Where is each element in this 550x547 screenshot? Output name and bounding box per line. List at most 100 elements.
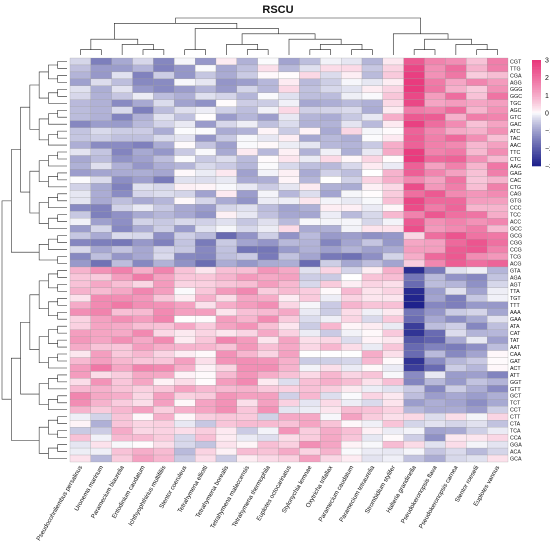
row-label: AGC bbox=[510, 108, 522, 114]
colorbar-segment bbox=[532, 150, 541, 153]
heatmap-cell bbox=[299, 78, 321, 86]
heatmap-cell bbox=[361, 447, 383, 456]
heatmap-cell bbox=[299, 336, 321, 344]
heatmap-cell bbox=[215, 162, 237, 170]
heatmap-cell bbox=[299, 371, 321, 379]
heatmap-cell bbox=[445, 440, 467, 449]
heatmap-cell bbox=[424, 238, 446, 247]
heatmap-cell bbox=[341, 357, 363, 365]
heatmap-cell bbox=[215, 232, 237, 240]
colorbar-segment bbox=[532, 81, 541, 84]
colorbar-tick-label: 1 bbox=[545, 93, 549, 100]
row-label: CCT bbox=[510, 408, 522, 414]
dendrogram-branch bbox=[48, 92, 67, 104]
heatmap-cell bbox=[403, 211, 425, 219]
heatmap-cell bbox=[445, 406, 467, 414]
heatmap-cell bbox=[257, 343, 279, 351]
row-label: AGG bbox=[510, 80, 522, 86]
heatmap-cell bbox=[174, 218, 196, 226]
heatmap-cell bbox=[132, 294, 154, 302]
heatmap-cell bbox=[278, 343, 300, 351]
heatmap-cell bbox=[424, 427, 446, 435]
heatmap-cell bbox=[236, 413, 258, 421]
heatmap-cell bbox=[278, 85, 300, 93]
colorbar-segment bbox=[532, 72, 541, 75]
heatmap-cell bbox=[466, 245, 488, 254]
colorbar-segment bbox=[532, 114, 541, 117]
heatmap-cell bbox=[153, 106, 175, 114]
heatmap-cell bbox=[132, 378, 154, 386]
heatmap-cell bbox=[257, 155, 279, 163]
heatmap-cell bbox=[195, 211, 217, 219]
heatmap-cell bbox=[445, 78, 467, 86]
heatmap-cell bbox=[361, 336, 383, 344]
heatmap-cell bbox=[382, 273, 404, 282]
heatmap-cell bbox=[90, 85, 112, 93]
heatmap-cell bbox=[174, 294, 196, 302]
heatmap-cell bbox=[111, 225, 133, 233]
heatmap-cell bbox=[299, 120, 321, 128]
heatmap-cell bbox=[487, 197, 509, 205]
heatmap-cell bbox=[278, 259, 300, 268]
heatmap-cell bbox=[487, 406, 509, 414]
heatmap-cell bbox=[487, 155, 509, 163]
heatmap-cell bbox=[195, 294, 217, 302]
heatmap-cell bbox=[299, 162, 321, 170]
dendrogram-branch bbox=[48, 64, 58, 80]
row-label: ATT bbox=[510, 373, 520, 379]
heatmap-cell bbox=[236, 113, 258, 121]
heatmap-cell bbox=[153, 190, 175, 198]
heatmap-cell bbox=[153, 78, 175, 86]
dendrogram-branch bbox=[29, 84, 40, 130]
heatmap-cell bbox=[236, 176, 258, 184]
heatmap-cell bbox=[403, 92, 425, 100]
heatmap-cell bbox=[424, 176, 446, 184]
heatmap-cell bbox=[424, 399, 446, 407]
heatmap-cell bbox=[487, 92, 509, 100]
heatmap-cell bbox=[445, 141, 467, 149]
colorbar-segment bbox=[532, 139, 541, 142]
heatmap-cell bbox=[424, 155, 446, 163]
heatmap-cell bbox=[236, 434, 258, 442]
heatmap-cell bbox=[320, 280, 342, 288]
heatmap-cell bbox=[278, 447, 300, 456]
heatmap-cell bbox=[111, 176, 133, 184]
dendrogram-branch bbox=[38, 383, 49, 405]
heatmap-cell bbox=[132, 169, 154, 177]
heatmap-cell bbox=[403, 280, 425, 288]
heatmap-cell bbox=[153, 266, 175, 275]
heatmap-cell bbox=[403, 85, 425, 93]
heatmap-cell bbox=[403, 176, 425, 184]
heatmap-cell bbox=[320, 211, 342, 219]
colorbar-segment bbox=[532, 86, 541, 89]
heatmap-cell bbox=[69, 308, 91, 316]
colorbar-segment bbox=[532, 70, 541, 73]
heatmap-cell bbox=[90, 336, 112, 344]
row-label: ACT bbox=[510, 366, 521, 372]
heatmap-cell bbox=[445, 71, 467, 80]
heatmap-cell bbox=[341, 232, 363, 240]
heatmap-cell bbox=[278, 329, 300, 337]
heatmap-cell bbox=[361, 204, 383, 212]
heatmap-cell bbox=[424, 447, 446, 456]
heatmap-cell bbox=[299, 169, 321, 177]
colorbar-segment bbox=[532, 137, 541, 140]
heatmap-cell bbox=[403, 252, 425, 261]
heatmap-cell bbox=[257, 190, 279, 198]
heatmap-cell bbox=[382, 106, 404, 114]
heatmap-cell bbox=[424, 392, 446, 400]
heatmap-cell bbox=[341, 294, 363, 302]
heatmap-cell bbox=[320, 336, 342, 344]
heatmap-cell bbox=[445, 64, 467, 73]
heatmap-cell bbox=[299, 252, 321, 261]
heatmap-cell bbox=[195, 287, 217, 295]
heatmap-cell bbox=[299, 148, 321, 156]
heatmap-cell bbox=[236, 127, 258, 135]
heatmap-cell bbox=[424, 204, 446, 212]
heatmap-cell bbox=[487, 225, 509, 233]
heatmap-cell bbox=[174, 245, 196, 254]
chart-title: RSCU bbox=[262, 4, 293, 16]
heatmap-cell bbox=[403, 148, 425, 156]
heatmap-cell bbox=[69, 127, 91, 135]
colorbar-segment bbox=[532, 67, 541, 70]
